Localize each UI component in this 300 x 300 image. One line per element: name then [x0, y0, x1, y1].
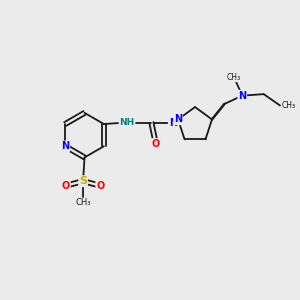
Text: O: O — [96, 181, 104, 190]
Text: N: N — [238, 91, 246, 100]
Text: O: O — [62, 181, 70, 190]
Text: N: N — [174, 114, 182, 124]
Text: CH₃: CH₃ — [75, 198, 91, 207]
Text: N: N — [169, 118, 177, 128]
Text: NH: NH — [119, 118, 135, 127]
Text: O: O — [152, 139, 160, 149]
Text: N: N — [61, 141, 69, 151]
Text: S: S — [79, 176, 87, 186]
Text: CH₃: CH₃ — [227, 73, 241, 82]
Text: CH₃: CH₃ — [281, 101, 296, 110]
